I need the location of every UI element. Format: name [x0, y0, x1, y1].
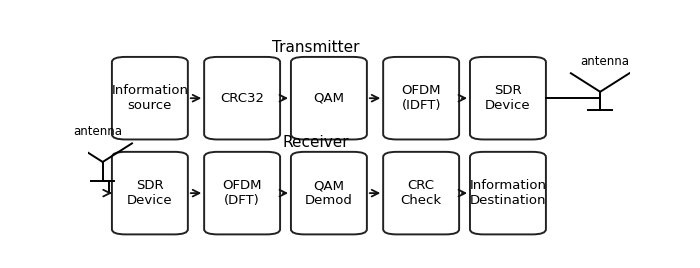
Text: QAM: QAM [314, 92, 344, 105]
FancyBboxPatch shape [112, 152, 188, 234]
Text: Transmitter: Transmitter [272, 40, 359, 55]
FancyBboxPatch shape [112, 57, 188, 139]
Text: SDR
Device: SDR Device [485, 84, 531, 112]
FancyBboxPatch shape [470, 57, 546, 139]
Text: antenna: antenna [580, 55, 629, 68]
Text: OFDM
(IDFT): OFDM (IDFT) [401, 84, 441, 112]
FancyBboxPatch shape [291, 57, 367, 139]
FancyBboxPatch shape [383, 152, 459, 234]
FancyBboxPatch shape [470, 152, 546, 234]
FancyBboxPatch shape [291, 152, 367, 234]
Text: CRC
Check: CRC Check [400, 179, 442, 207]
Text: Information
Destination: Information Destination [470, 179, 547, 207]
Text: CRC32: CRC32 [220, 92, 264, 105]
Text: QAM
Demod: QAM Demod [305, 179, 353, 207]
FancyBboxPatch shape [204, 57, 280, 139]
Text: antenna: antenna [74, 125, 122, 138]
Text: OFDM
(DFT): OFDM (DFT) [223, 179, 262, 207]
FancyBboxPatch shape [383, 57, 459, 139]
Text: SDR
Device: SDR Device [127, 179, 173, 207]
Text: Information
source: Information source [111, 84, 188, 112]
Text: Receiver: Receiver [282, 135, 349, 150]
FancyBboxPatch shape [204, 152, 280, 234]
